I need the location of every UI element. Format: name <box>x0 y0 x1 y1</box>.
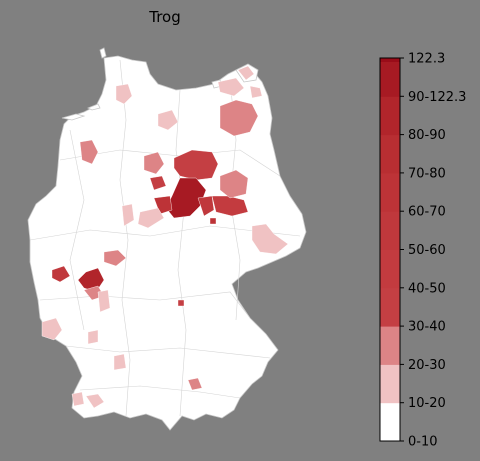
district-oldenburg <box>79 139 99 165</box>
legend-bin-40-50 <box>380 249 400 289</box>
district-rugen <box>237 65 255 81</box>
legend-color-bins <box>380 58 400 442</box>
legend-bin-0-10 <box>380 402 400 442</box>
legend-label: 70-80 <box>408 166 446 181</box>
district-hildesheim <box>137 207 165 229</box>
legend-labels: 0-10 10-20 20-30 30-40 40-50 50-60 60-70 70-80 8… <box>400 52 466 450</box>
legend-bin-90-122.3 <box>380 58 400 97</box>
district-hamburg-area <box>115 83 133 105</box>
legend-label: 10-20 <box>408 396 446 411</box>
legend-bin-10-20 <box>380 364 400 404</box>
district-giessen <box>97 289 111 313</box>
legend-label: 60-70 <box>408 205 446 220</box>
district-luneburg <box>157 109 179 131</box>
legend-bin-80-90 <box>380 96 400 136</box>
shaded-districts <box>41 65 289 409</box>
district-vorpommern <box>217 77 245 97</box>
germany-choropleth-map <box>27 47 307 431</box>
district-altenburg <box>209 217 217 225</box>
district-cologne <box>51 265 71 283</box>
district-salzland <box>149 175 167 191</box>
district-lake-constance <box>71 391 85 407</box>
district-usedom <box>249 85 263 99</box>
district-kassel <box>103 249 127 267</box>
district-altmark <box>143 151 165 175</box>
legend-label: 80-90 <box>408 128 446 143</box>
district-mannheim <box>87 329 99 345</box>
north-sea-islands <box>61 47 107 121</box>
legend-bin-20-30 <box>380 326 400 365</box>
legend-label: 40-50 <box>408 281 446 296</box>
legend-bin-50-60 <box>380 211 400 250</box>
map-title: Trog <box>149 8 181 26</box>
legend-bin-max <box>380 58 400 62</box>
district-goettingen <box>121 203 135 227</box>
district-munich <box>187 377 203 391</box>
district-sachsen-anhalt-north <box>173 149 219 181</box>
district-mainz <box>41 317 63 341</box>
legend-label: 0-10 <box>408 435 438 450</box>
legend-bin-70-80 <box>380 134 400 174</box>
district-saalekreis <box>197 195 215 217</box>
district-brandenburg-north <box>219 99 259 137</box>
legend-bin-30-40 <box>380 287 400 327</box>
district-nuremberg <box>177 299 185 307</box>
district-leipzig-east <box>251 223 289 255</box>
district-heilbronn <box>113 353 127 371</box>
district-wittenberg <box>219 169 249 199</box>
legend-label: 90-122.3 <box>408 90 466 105</box>
legend-label: 20-30 <box>408 358 446 373</box>
district-allgaeu <box>85 393 105 409</box>
legend-label: 30-40 <box>408 320 446 335</box>
legend-bin-60-70 <box>380 172 400 212</box>
legend-label: 50-60 <box>408 243 446 258</box>
legend-label: 122.3 <box>408 52 445 67</box>
